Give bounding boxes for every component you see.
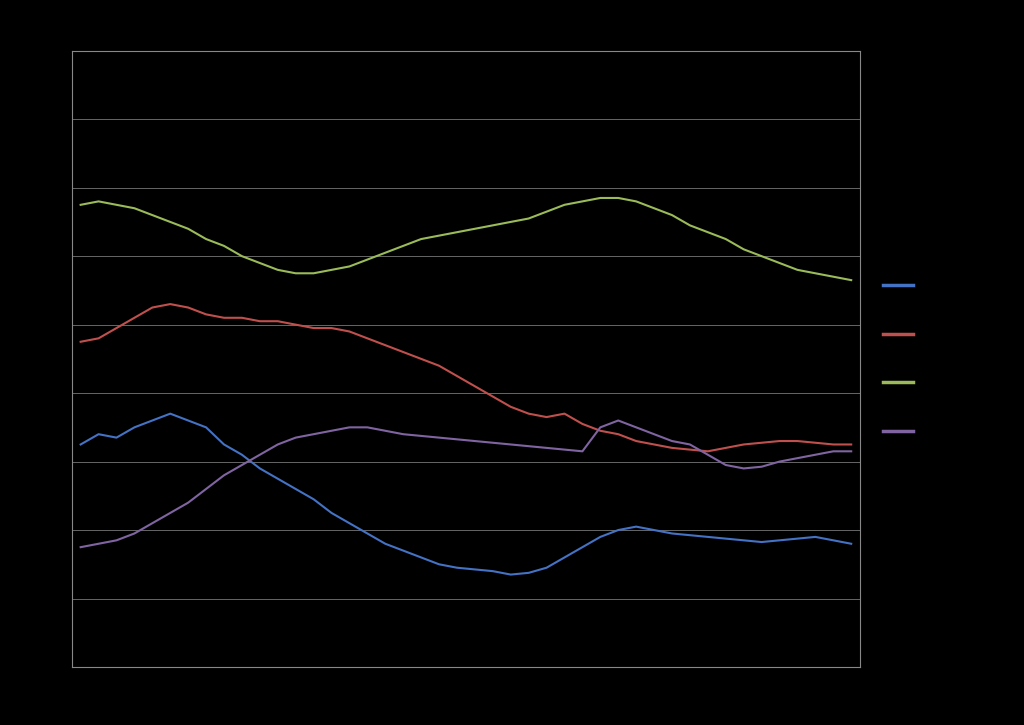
Legend: , , , : , , , bbox=[883, 279, 918, 439]
